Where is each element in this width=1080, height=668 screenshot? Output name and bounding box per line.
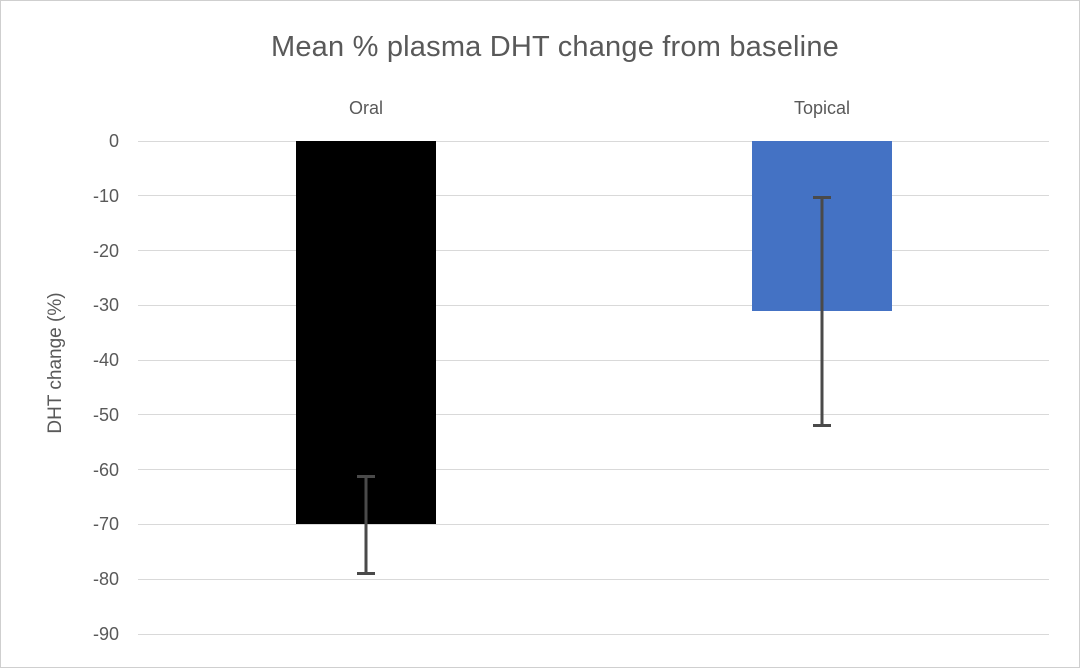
error-bar-line <box>820 195 824 426</box>
y-gridline <box>138 250 1049 252</box>
y-tick-label: 0 <box>108 131 119 151</box>
y-tick-label: -90 <box>92 624 119 644</box>
y-tick-label: -60 <box>92 459 119 480</box>
y-gridline <box>138 523 1049 525</box>
category-label-topical: Topical <box>793 98 851 118</box>
category-label-oral: Oral <box>348 98 384 118</box>
chart-title: Mean % plasma DHT change from baseline <box>270 31 839 63</box>
y-tick-label: -30 <box>92 295 119 316</box>
y-gridline <box>138 578 1049 580</box>
y-tick-label: -50 <box>92 404 119 425</box>
error-bar-line <box>364 475 368 574</box>
y-gridline <box>138 140 1049 142</box>
y-tick-label: -20 <box>92 240 119 261</box>
y-gridline <box>138 633 1049 635</box>
y-gridline <box>138 359 1049 361</box>
y-gridline <box>138 469 1049 471</box>
y-gridline <box>138 195 1049 197</box>
y-gridline <box>138 304 1049 306</box>
y-tick-label: -40 <box>92 350 119 371</box>
error-bar-cap-top <box>813 195 831 199</box>
error-bar-cap-bottom <box>357 571 375 575</box>
y-tick-label: -80 <box>92 569 119 590</box>
y-gridline <box>138 414 1049 416</box>
y-tick-label: -10 <box>92 185 119 206</box>
bar-oral <box>296 141 436 525</box>
error-bar-cap-top <box>357 475 375 479</box>
error-bar-cap-bottom <box>813 423 831 427</box>
y-tick-label: -70 <box>92 514 119 535</box>
